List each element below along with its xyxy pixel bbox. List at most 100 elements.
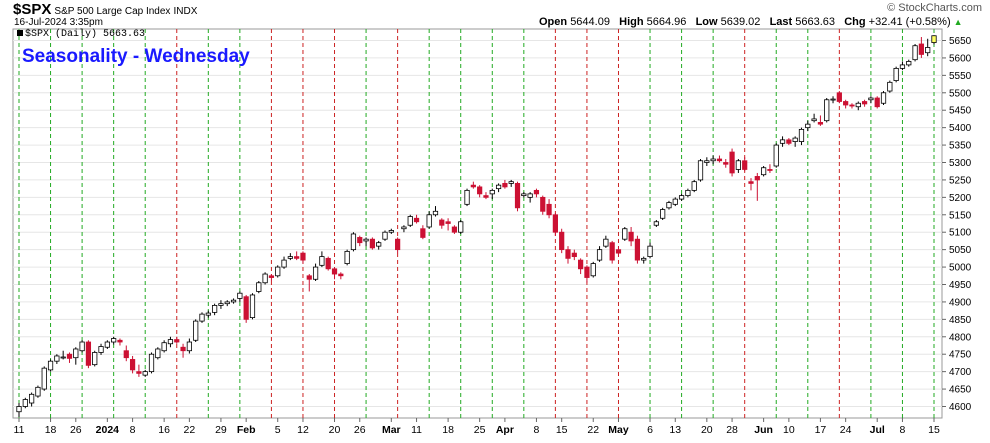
candle-body (773, 144, 779, 167)
y-tick-label: 5550 (949, 71, 972, 82)
x-tick-label: May (608, 424, 629, 436)
candle-body (685, 189, 691, 197)
candle-body (136, 371, 142, 374)
x-tick-label: 26 (354, 424, 366, 436)
candle-body (742, 160, 748, 170)
symbol: $SPX (13, 1, 52, 18)
candle-body (748, 181, 754, 184)
candle-body (199, 313, 205, 322)
x-tick-label: 29 (215, 424, 227, 436)
candle-body (880, 92, 887, 104)
candle-body (495, 184, 502, 190)
y-tick-label: 4950 (949, 280, 972, 291)
candle-body (319, 256, 325, 266)
candle-body (218, 303, 224, 306)
candle-body (653, 221, 659, 226)
candle-body (41, 367, 47, 390)
candle-body (792, 137, 798, 142)
ohlc-line: Open 5644.09 High 5664.96 Low 5639.02 La… (539, 16, 963, 28)
candle-body (350, 233, 357, 251)
chg-value: +32.41 (+0.58%) (868, 16, 951, 28)
high-value: 5664.96 (646, 16, 687, 28)
candle-body (912, 45, 918, 61)
y-tick-label: 5650 (949, 36, 972, 47)
vertical-grid (18, 29, 935, 418)
timestamp: 16-Jul-2024 3:35pm (14, 17, 103, 28)
candle-body (470, 184, 476, 188)
y-tick-label: 5500 (949, 88, 972, 99)
candle-body (887, 81, 893, 92)
candle-body (590, 263, 596, 277)
candle-body (29, 393, 35, 404)
candle-body (559, 231, 565, 251)
y-tick-label: 5600 (949, 53, 972, 64)
y-tick-label: 4850 (949, 315, 972, 326)
chg-label: Chg (844, 16, 866, 28)
x-tick-label: 17 (815, 424, 827, 436)
candle-body (186, 341, 192, 352)
x-tick-label: 6 (647, 424, 653, 436)
candle-body (54, 355, 60, 362)
candle-body (98, 346, 104, 353)
candle-body (660, 209, 666, 219)
x-tick-label: 22 (184, 424, 196, 436)
candle-body (855, 102, 861, 108)
candle-body (35, 386, 41, 397)
x-tick-label: 16 (158, 424, 170, 436)
candle-body (205, 312, 211, 316)
candle-body (451, 226, 458, 233)
candle-body (338, 273, 344, 277)
candle-body (382, 231, 388, 240)
open-value: 5644.09 (570, 16, 610, 28)
candle-body (47, 360, 54, 371)
candle-body (477, 186, 483, 195)
candle-body (331, 268, 338, 275)
candle-body (483, 195, 489, 198)
y-tick-label: 5000 (949, 263, 972, 274)
y-tick-label: 4600 (949, 402, 972, 413)
plot-area (12, 28, 943, 419)
candle-body (514, 183, 521, 209)
candle-body (565, 249, 571, 259)
x-tick-label: Jun (754, 424, 773, 436)
candle-body (79, 341, 85, 352)
candle-body (906, 61, 912, 66)
candles-layer (16, 35, 937, 417)
y-tick-label: 5150 (949, 210, 972, 221)
candle-body (129, 359, 136, 371)
candle-body (527, 193, 533, 198)
candle-body (735, 160, 741, 170)
candle-body (287, 256, 293, 259)
candle-body (369, 238, 375, 249)
candle-body (691, 181, 697, 191)
candle-body (893, 67, 899, 81)
candle-body (325, 257, 331, 270)
x-tick-label: 18 (442, 424, 454, 436)
x-tick-label: 26 (70, 424, 82, 436)
candle-body (193, 320, 199, 341)
candle-body (111, 338, 117, 343)
symbol-line: $SPX S&P 500 Large Cap Index INDX (13, 1, 197, 18)
candle-body (401, 226, 407, 230)
candle-body (678, 195, 685, 200)
candle-body (584, 266, 590, 278)
x-tick-label: 12 (297, 424, 309, 436)
x-tick-label: Feb (237, 424, 256, 436)
candle-body (729, 151, 735, 174)
candle-body (622, 228, 628, 240)
candle-body (666, 202, 672, 209)
candle-body (464, 189, 470, 205)
chart-title: Seasonality - Wednesday (22, 46, 250, 67)
candle-body (407, 216, 413, 226)
y-tick-label: 5200 (949, 193, 972, 204)
candle-body (306, 275, 312, 280)
candle-body (931, 35, 937, 43)
x-tick-label: 13 (669, 424, 681, 436)
candle-body (123, 350, 129, 359)
x-tick-label: 20 (701, 424, 713, 436)
candle-body (22, 399, 28, 407)
candle-body (92, 352, 98, 366)
y-tick-label: 5250 (949, 175, 972, 186)
candle-body (167, 339, 174, 345)
